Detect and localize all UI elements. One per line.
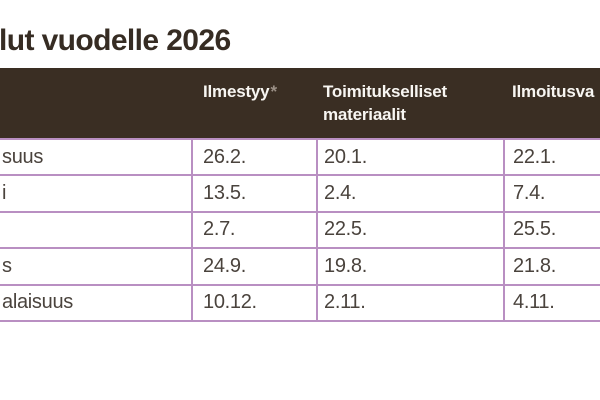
row-label: suus: [2, 145, 44, 168]
cell-ilmoitusvaraukset: 7.4.: [503, 176, 600, 211]
row-label: s: [2, 254, 12, 277]
header-ilmestyy-label: Ilmestyy: [203, 82, 270, 101]
cell-ilmestyy: 10.12.: [191, 285, 316, 320]
header-ilmestyy: Ilmestyy*: [191, 68, 316, 138]
table-row: i 13.5. 2.4. 7.4.: [0, 176, 600, 213]
cell-toimitukselliset-materiaalit: 2.4.: [316, 176, 503, 211]
cell-ilmestyy: 26.2.: [191, 140, 316, 175]
page-title: lut vuodelle 2026: [0, 24, 231, 57]
table-row: 2.7. 22.5. 25.5.: [0, 212, 600, 250]
row-label: alaisuus: [2, 291, 73, 314]
cell-toimitukselliset-materiaalit: 20.1.: [316, 140, 503, 175]
table-header: Ilmestyy* Toimitukselliset materiaalit I…: [0, 68, 600, 138]
table-row: s 24.9. 19.8. 21.8.: [0, 249, 600, 286]
row-label: i: [2, 182, 7, 205]
cell-ilmoitusvaraukset: 22.1.: [503, 140, 600, 175]
cell-ilmestyy: 2.7.: [191, 212, 316, 248]
table-row: alaisuus 10.12. 2.11. 4.11.: [0, 285, 600, 322]
table-body: suus 26.2. 20.1. 22.1. i 13.5. 2.4. 7.4.…: [0, 138, 600, 322]
cell-ilmoitusvaraukset: 4.11.: [503, 285, 600, 320]
cell-ilmestyy: 13.5.: [191, 176, 316, 211]
cell-ilmestyy: 24.9.: [191, 249, 316, 284]
cell-toimitukselliset-materiaalit: 2.11.: [316, 285, 503, 320]
header-ilmoitusvaraukset: Ilmoitusva: [512, 82, 595, 101]
row-label: [0, 213, 191, 247]
table-row: suus 26.2. 20.1. 22.1.: [0, 140, 600, 177]
cell-ilmoitusvaraukset: 25.5.: [503, 212, 600, 248]
header-toimitukselliset-materiaalit: Toimitukselliset materiaalit: [323, 82, 448, 124]
cell-ilmoitusvaraukset: 21.8.: [503, 249, 600, 284]
footnote-asterisk: *: [270, 82, 277, 101]
cell-toimitukselliset-materiaalit: 19.8.: [316, 249, 503, 284]
header-row-labels: [0, 68, 191, 138]
cell-toimitukselliset-materiaalit: 22.5.: [316, 212, 503, 248]
